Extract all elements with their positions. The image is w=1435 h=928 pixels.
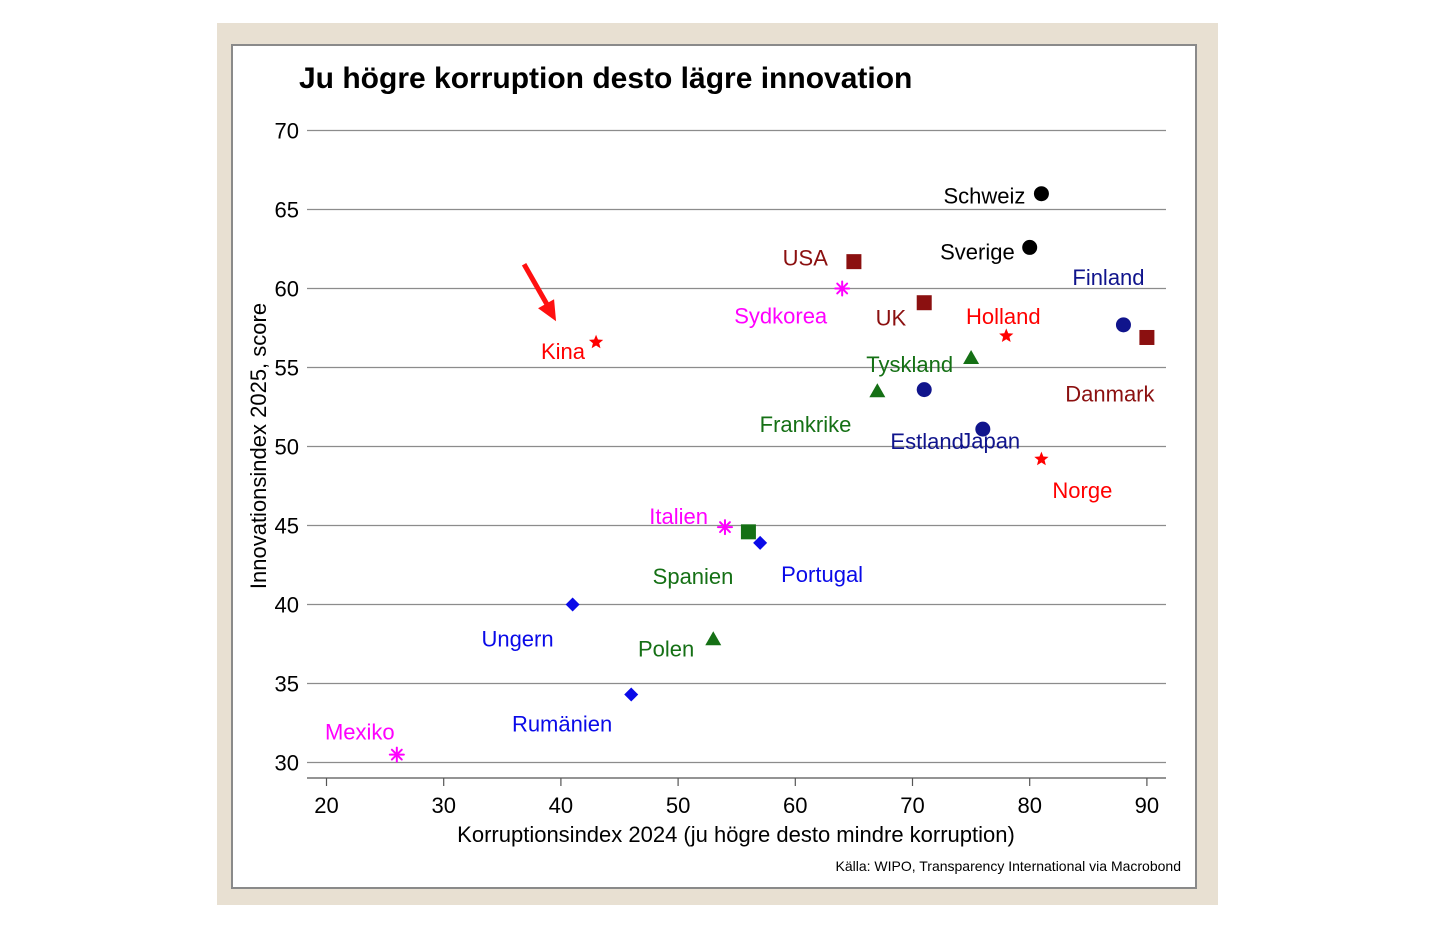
x-tick-label-30: 30	[431, 793, 455, 818]
y-tick-label-70: 70	[275, 119, 299, 144]
marker-circle	[1022, 239, 1038, 255]
marker-triangle	[963, 350, 980, 365]
point-kina: Kina	[541, 334, 604, 364]
marker-asterisk	[716, 519, 733, 536]
point-polen: Polen	[638, 631, 722, 661]
y-tick-label-40: 40	[275, 593, 299, 618]
marker-square	[916, 295, 932, 311]
point-label-sverige: Sverige	[940, 239, 1015, 264]
annotations	[521, 262, 557, 322]
point-mexiko: Mexiko	[325, 720, 405, 763]
marker-star	[588, 334, 604, 349]
y-tick-label-50: 50	[275, 435, 299, 460]
marker-diamond	[624, 687, 639, 702]
axes: 30 35 40 45 50 55 60 65 70 20 30 40 50 60 70 80 90	[275, 119, 1166, 818]
point-danmark: Danmark	[1065, 329, 1156, 406]
marker-circle	[1115, 317, 1131, 333]
marker-square	[1139, 329, 1155, 345]
x-tick-label-40: 40	[549, 793, 573, 818]
point-label-norge: Norge	[1052, 478, 1112, 503]
point-label-polen: Polen	[638, 636, 694, 661]
point-usa: USA	[783, 246, 862, 271]
point-frankrike: Frankrike	[760, 383, 886, 437]
marker-diamond	[753, 535, 768, 550]
marker-asterisk	[834, 280, 851, 297]
point-estland: Estland	[890, 421, 991, 454]
source-note: Källa: WIPO, Transparency International …	[835, 858, 1181, 874]
point-portugal: Portugal	[753, 535, 863, 587]
point-label-sydkorea: Sydkorea	[734, 304, 828, 329]
point-label-holland: Holland	[966, 304, 1041, 329]
y-tick-label-60: 60	[275, 277, 299, 302]
asterisk-stroke	[836, 282, 849, 295]
chart-panel	[231, 44, 1197, 889]
point-italien: Italien	[649, 504, 733, 536]
x-tick-label-80: 80	[1017, 793, 1041, 818]
asterisk-stroke	[719, 521, 731, 534]
point-label-kina: Kina	[541, 339, 586, 364]
x-tick-label-60: 60	[783, 793, 807, 818]
x-tick-label-70: 70	[900, 793, 924, 818]
marker-square	[846, 254, 862, 270]
x-axis-label: Korruptionsindex 2024 (ju högre desto mi…	[457, 822, 1015, 847]
point-label-tyskland: Tyskland	[866, 352, 953, 377]
point-label-schweiz: Schweiz	[943, 184, 1025, 209]
point-label-portugal: Portugal	[781, 562, 863, 587]
y-tick-label-55: 55	[275, 356, 299, 381]
grid-lines	[307, 129, 1166, 764]
point-label-italien: Italien	[649, 504, 708, 529]
point-finland: Finland	[1072, 265, 1145, 333]
point-label-finland: Finland	[1072, 265, 1144, 290]
point-schweiz: Schweiz	[943, 184, 1049, 209]
point-label-japan: Japan	[960, 429, 1020, 454]
x-tick-label-90: 90	[1135, 793, 1159, 818]
chart-title: Ju högre korruption desto lägre innovati…	[299, 62, 912, 95]
point-uk: UK	[876, 295, 932, 331]
y-tick-label-35: 35	[275, 672, 299, 697]
point-label-usa: USA	[783, 246, 829, 271]
point-spanien: Spanien	[653, 524, 756, 589]
point-ungern: Ungern	[481, 597, 580, 652]
marker-diamond	[565, 597, 580, 612]
asterisk-stroke	[390, 748, 403, 761]
marker-circle	[1033, 186, 1049, 202]
marker-triangle	[705, 631, 722, 646]
marker-star	[999, 328, 1014, 342]
point-label-uk: UK	[876, 306, 907, 331]
data-points: Schweiz Sverige USA Finland Danmark Sydkorea U…	[325, 184, 1156, 763]
marker-triangle	[869, 383, 886, 398]
y-axis-label: Innovationsindex 2025, score	[246, 303, 271, 589]
point-label-estland: Estland	[890, 429, 963, 454]
y-tick-label-30: 30	[275, 751, 299, 776]
marker-square	[740, 524, 756, 540]
arrow-head	[538, 299, 557, 322]
point-rum-nien: Rumänien	[512, 687, 639, 737]
point-label-rum-nien: Rumänien	[512, 712, 612, 737]
y-tick-label-65: 65	[275, 198, 299, 223]
y-tick-label-45: 45	[275, 514, 299, 539]
point-label-frankrike: Frankrike	[760, 412, 852, 437]
point-japan: Japan	[916, 382, 1020, 454]
point-sydkorea: Sydkorea	[734, 280, 851, 329]
point-holland: Holland	[966, 304, 1041, 342]
point-sverige: Sverige	[940, 239, 1038, 264]
marker-circle	[975, 421, 991, 437]
point-label-spanien: Spanien	[653, 564, 734, 589]
point-label-ungern: Ungern	[481, 627, 553, 652]
point-tyskland: Tyskland	[866, 350, 980, 377]
marker-star	[1034, 451, 1049, 466]
marker-asterisk	[388, 746, 405, 763]
point-norge: Norge	[1034, 451, 1112, 503]
x-tick-label-20: 20	[314, 793, 338, 818]
point-label-mexiko: Mexiko	[325, 720, 395, 745]
x-tick-label-50: 50	[666, 793, 690, 818]
point-label-danmark: Danmark	[1065, 381, 1155, 406]
marker-circle	[916, 382, 932, 398]
